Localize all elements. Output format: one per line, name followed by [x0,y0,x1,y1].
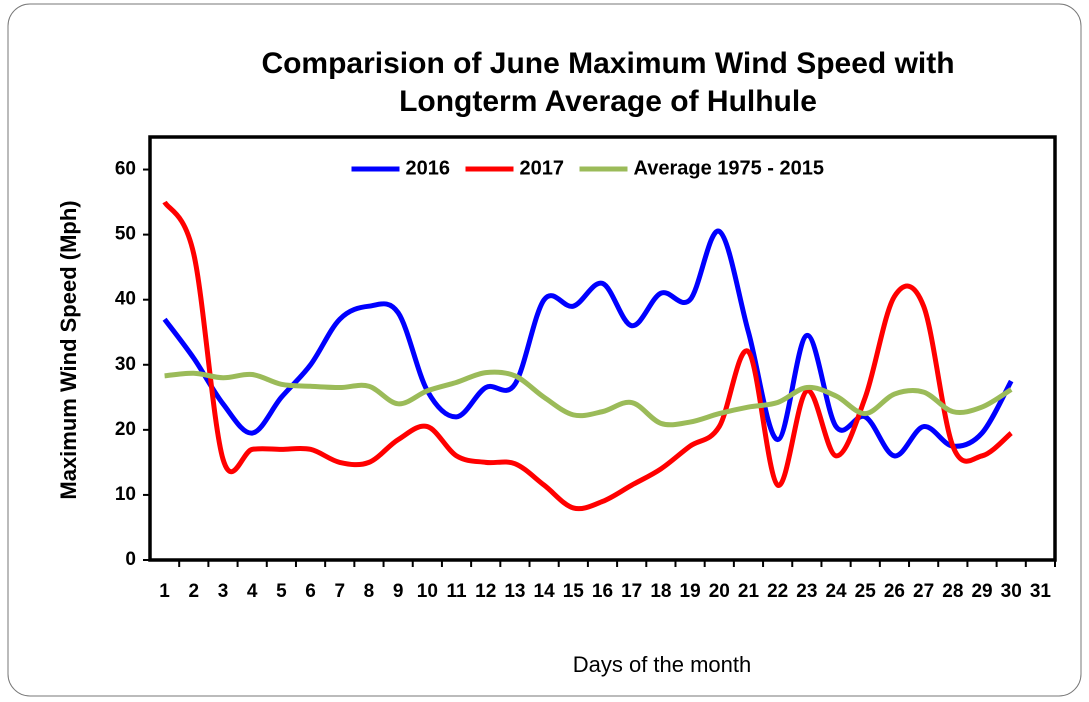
series-line [162,200,1013,512]
y-tick-label: 0 [125,549,136,570]
x-axis-label: Days of the month [573,652,752,677]
x-tick-label: 13 [504,581,525,602]
x-tick-label: 9 [393,581,404,602]
legend-label: 2016 [406,157,451,179]
series-line [162,228,1014,459]
legend-label: Average 1975 - 2015 [634,157,825,179]
x-tick-label: 28 [942,581,963,602]
chart-title: Comparision of June Maximum Wind Speed w… [261,47,954,80]
y-axis-label: Maximum Wind Speed (Mph) [56,200,81,499]
y-tick-label: 50 [115,224,136,245]
x-tick-label: 30 [1001,581,1022,602]
x-tick-label: 8 [364,581,375,602]
x-tick-label: 4 [247,581,258,602]
x-tick-label: 14 [534,581,556,602]
x-tick-label: 10 [417,581,438,602]
x-tick-label: 6 [305,581,316,602]
x-tick-label: 20 [709,581,730,602]
x-tick-label: 2 [189,581,200,602]
x-tick-label: 7 [334,581,345,602]
y-tick-label: 10 [115,484,136,505]
x-tick-label: 18 [650,581,671,602]
chart-border [7,3,1082,697]
x-tick-label: 16 [592,581,613,602]
x-tick-label: 25 [855,581,877,602]
x-tick-label: 31 [1030,581,1052,602]
x-tick-label: 1 [159,581,170,602]
y-tick-label: 60 [115,159,136,180]
plot-frame [148,135,1057,562]
y-tick-label: 30 [115,354,136,375]
x-tick-label: 23 [796,581,817,602]
x-tick-label: 26 [884,581,905,602]
x-tick-label: 3 [218,581,229,602]
legend-label: 2017 [520,157,565,179]
x-tick-label: 17 [621,581,642,602]
x-tick-label: 29 [971,581,992,602]
x-tick-label: 21 [738,581,760,602]
x-tick-label: 5 [276,581,287,602]
y-tick-label: 20 [115,419,136,440]
series-line [164,369,1013,428]
x-tick-label: 15 [563,581,585,602]
y-tick-label: 40 [115,289,136,310]
x-tick-label: 22 [767,581,788,602]
x-tick-label: 19 [680,581,701,602]
x-tick-label: 11 [446,581,467,602]
x-tick-label: 12 [475,581,496,602]
x-tick-label: 24 [825,581,847,602]
x-tick-label: 27 [913,581,934,602]
chart-title: Longterm Average of Hulhule [399,85,817,118]
